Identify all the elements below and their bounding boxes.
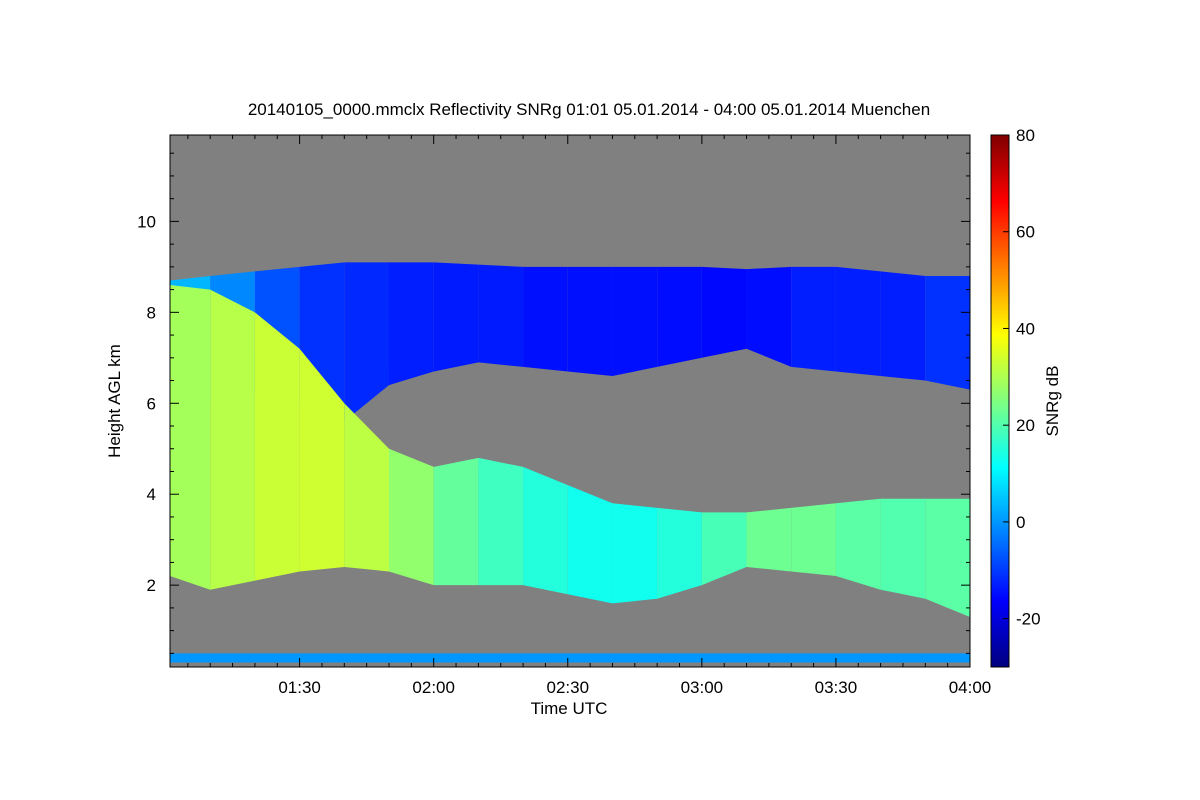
colorbar-tick-label: 40 <box>1016 319 1035 338</box>
lower-cloud-layer-segment <box>701 512 747 586</box>
lower-cloud-layer-segment <box>210 289 255 590</box>
data-layer <box>170 262 970 663</box>
x-tick-label: 02:30 <box>546 678 589 697</box>
y-axis-label: Height AGL km <box>105 344 124 458</box>
upper-cloud-layer-segment <box>835 266 881 376</box>
lower-cloud-layer-segment <box>299 348 345 572</box>
lower-cloud-layer-segment <box>478 457 524 586</box>
upper-cloud-layer-segment <box>791 266 836 372</box>
y-axis: 2 4 6 8 10 <box>137 152 970 654</box>
upper-cloud-layer-segment <box>746 266 792 367</box>
colorbar-tick-label: 80 <box>1016 126 1035 145</box>
lower-cloud-layer-segment <box>170 285 211 590</box>
lower-cloud-layer-segment <box>344 403 389 572</box>
lower-cloud-layer-segment <box>254 312 300 581</box>
y-tick-label: 2 <box>147 576 156 595</box>
upper-cloud-layer-segment <box>701 266 747 358</box>
plot-frame <box>169 134 971 668</box>
x-tick-label: 04:00 <box>949 678 992 697</box>
upper-cloud-layer-segment <box>612 266 658 376</box>
x-tick-label: 03:30 <box>815 678 858 697</box>
lower-cloud-layer-segment <box>567 485 613 604</box>
upper-cloud-layer-segment <box>657 266 702 367</box>
upper-cloud-layer-segment <box>433 262 479 372</box>
upper-cloud-layer-segment <box>388 262 434 386</box>
upper-cloud-layer-segment <box>478 264 524 367</box>
chart-title: 20140105_0000.mmclx Reflectivity SNRg 01… <box>248 100 930 119</box>
colorbar-tick-label: 60 <box>1016 223 1035 242</box>
lower-cloud-layer-segment <box>523 466 568 595</box>
x-tick-label: 01:30 <box>278 678 321 697</box>
colorbar-tick-label: -20 <box>1016 610 1041 629</box>
y-tick-label: 4 <box>147 485 156 504</box>
lower-cloud-layer-segment <box>925 498 970 617</box>
colorbar-label: SNRg dB <box>1043 366 1062 437</box>
lower-cloud-layer-segment <box>880 498 926 599</box>
lower-cloud-layer-segment <box>835 498 881 590</box>
upper-cloud-layer-segment <box>567 266 613 376</box>
x-axis-label: Time UTC <box>531 699 608 718</box>
colorbar-tick-label: 20 <box>1016 416 1035 435</box>
x-tick-label: 02:00 <box>412 678 455 697</box>
upper-cloud-layer-segment <box>925 275 970 390</box>
x-tick-label: 03:00 <box>681 678 724 697</box>
colorbar <box>990 134 1010 668</box>
y-tick-label: 6 <box>147 394 156 413</box>
colorbar-ticks: -20 0 20 40 60 80 <box>1003 126 1041 629</box>
lower-cloud-layer-segment <box>791 503 836 577</box>
lower-cloud-layer-segment <box>657 507 702 599</box>
surface-clutter-band <box>170 653 970 663</box>
y-tick-label: 10 <box>137 212 156 231</box>
upper-cloud-layer-segment <box>880 271 926 381</box>
lower-cloud-layer-segment <box>388 448 434 586</box>
upper-cloud-layer-segment <box>344 262 389 422</box>
lower-cloud-layer-segment <box>433 457 479 586</box>
y-tick-label: 8 <box>147 303 156 322</box>
colorbar-tick-label: 0 <box>1016 513 1025 532</box>
upper-cloud-layer-segment <box>523 266 568 372</box>
x-axis: 01:30 02:00 02:30 03:00 03:30 04:00 <box>187 135 992 697</box>
lower-cloud-layer-segment <box>746 507 792 572</box>
lower-cloud-layer-segment <box>612 503 658 604</box>
